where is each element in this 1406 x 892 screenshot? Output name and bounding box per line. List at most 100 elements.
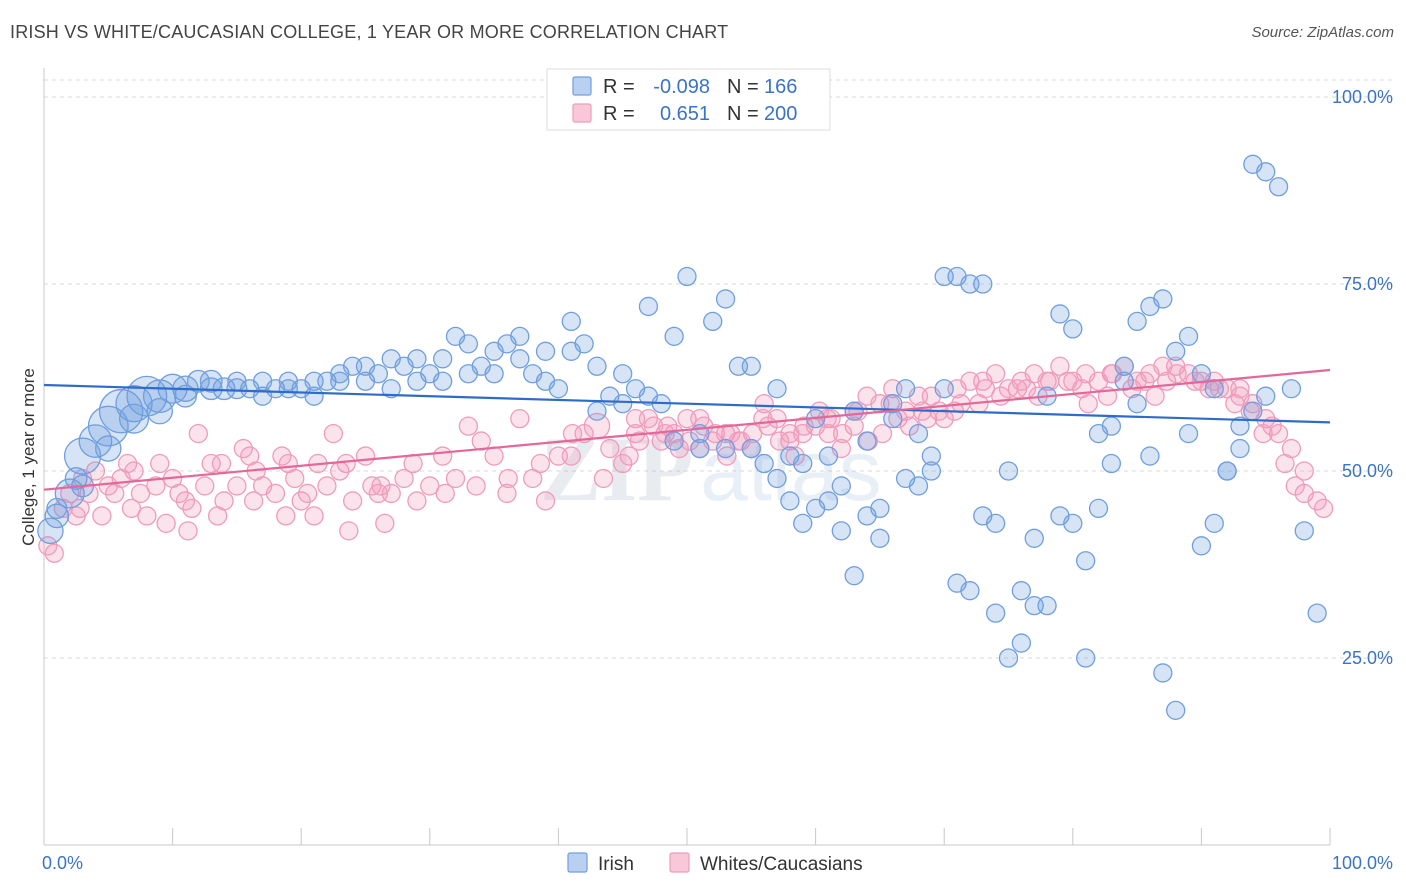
white-point xyxy=(832,423,853,444)
white-point xyxy=(214,491,234,511)
irish-point xyxy=(535,371,556,391)
white-point xyxy=(818,423,839,444)
white-point xyxy=(1157,371,1177,391)
irish-point xyxy=(767,468,787,489)
stats-r-label-white: R = xyxy=(603,103,635,125)
irish-point xyxy=(510,349,530,369)
irish-point xyxy=(780,491,800,511)
y-axis-title: College, 1 year or more xyxy=(19,368,38,546)
white-point xyxy=(1230,379,1250,399)
irish-point xyxy=(561,311,581,332)
irish-point xyxy=(1178,423,1199,444)
white-point xyxy=(92,506,112,526)
white-point xyxy=(233,438,253,459)
white-point xyxy=(342,491,363,511)
white-point xyxy=(381,483,401,504)
white-point xyxy=(407,491,427,511)
irish-point xyxy=(1127,311,1147,332)
irish-point xyxy=(1256,386,1276,406)
irish-point xyxy=(793,513,813,534)
white-point xyxy=(844,416,864,436)
white-point xyxy=(498,468,518,489)
white-point xyxy=(510,408,530,429)
irish-point xyxy=(1153,663,1173,683)
white-point xyxy=(188,423,208,444)
white-point xyxy=(211,453,232,474)
white-point xyxy=(394,468,414,489)
irish-point xyxy=(844,566,864,586)
white-point xyxy=(821,408,841,429)
white-point xyxy=(276,506,296,526)
irish-point xyxy=(1243,401,1263,421)
white-point xyxy=(1078,394,1098,414)
irish-point xyxy=(973,506,993,526)
irish-point xyxy=(1204,513,1224,534)
white-point xyxy=(985,364,1006,384)
white-point xyxy=(613,453,633,474)
white-point xyxy=(435,483,455,504)
white-point xyxy=(717,446,737,466)
irish-point xyxy=(587,401,607,421)
irish-point xyxy=(664,431,684,451)
irish-point xyxy=(715,438,736,459)
irish-point xyxy=(870,528,890,548)
trend-line-irish xyxy=(43,383,1331,424)
white-point xyxy=(561,446,581,466)
white-point xyxy=(1294,461,1314,481)
irish-point xyxy=(1127,394,1147,414)
x-tick-label-max: 100.0% xyxy=(1332,853,1393,873)
irish-point xyxy=(95,435,122,462)
white-point xyxy=(1103,364,1123,384)
white-point xyxy=(420,476,440,496)
irish-point xyxy=(304,386,324,406)
stats-box: R = -0.098 N = 166 R = 0.651 N = 200 xyxy=(546,68,831,131)
y-tick-label-25: 25.0% xyxy=(1342,648,1393,668)
white-point xyxy=(137,506,157,526)
white-point xyxy=(769,431,790,451)
irish-point xyxy=(510,326,530,347)
irish-point xyxy=(433,371,453,391)
irish-point xyxy=(998,648,1019,668)
irish-point xyxy=(664,326,684,347)
irish-point xyxy=(1050,304,1070,324)
irish-point xyxy=(857,506,877,526)
white-point xyxy=(297,483,318,504)
white-point xyxy=(754,394,774,414)
irish-point xyxy=(895,379,916,399)
irish-point xyxy=(212,377,236,401)
white-point xyxy=(991,386,1011,406)
white-point xyxy=(243,491,264,511)
white-point xyxy=(117,453,138,474)
irish-point xyxy=(677,266,697,287)
white-point xyxy=(535,491,556,511)
irish-point xyxy=(1088,498,1109,519)
y-tick-label-100: 100.0% xyxy=(1332,87,1393,107)
white-point xyxy=(323,423,344,444)
irish-point xyxy=(46,497,68,519)
irish-point xyxy=(1268,177,1289,197)
white-point xyxy=(458,416,479,436)
white-point xyxy=(643,416,664,436)
irish-point xyxy=(535,341,556,361)
irish-point xyxy=(831,476,851,496)
irish-point xyxy=(458,334,479,354)
irish-point xyxy=(973,274,993,294)
white-point xyxy=(169,483,189,504)
white-point xyxy=(1167,364,1187,384)
white-point xyxy=(195,476,215,496)
white-point xyxy=(562,423,583,444)
irish-point xyxy=(330,371,350,391)
white-point xyxy=(780,423,800,444)
irish-point xyxy=(1166,700,1186,721)
irish-point xyxy=(715,289,736,309)
white-point xyxy=(44,543,64,563)
white-point xyxy=(227,476,247,496)
irish-point xyxy=(199,369,223,393)
white-point xyxy=(317,476,337,496)
irish-point xyxy=(793,453,813,474)
white-point xyxy=(1225,394,1245,414)
irish-point xyxy=(741,356,761,376)
white-point xyxy=(466,476,486,496)
white-point xyxy=(371,476,391,496)
stats-r-value-white: 0.651 xyxy=(660,103,710,125)
